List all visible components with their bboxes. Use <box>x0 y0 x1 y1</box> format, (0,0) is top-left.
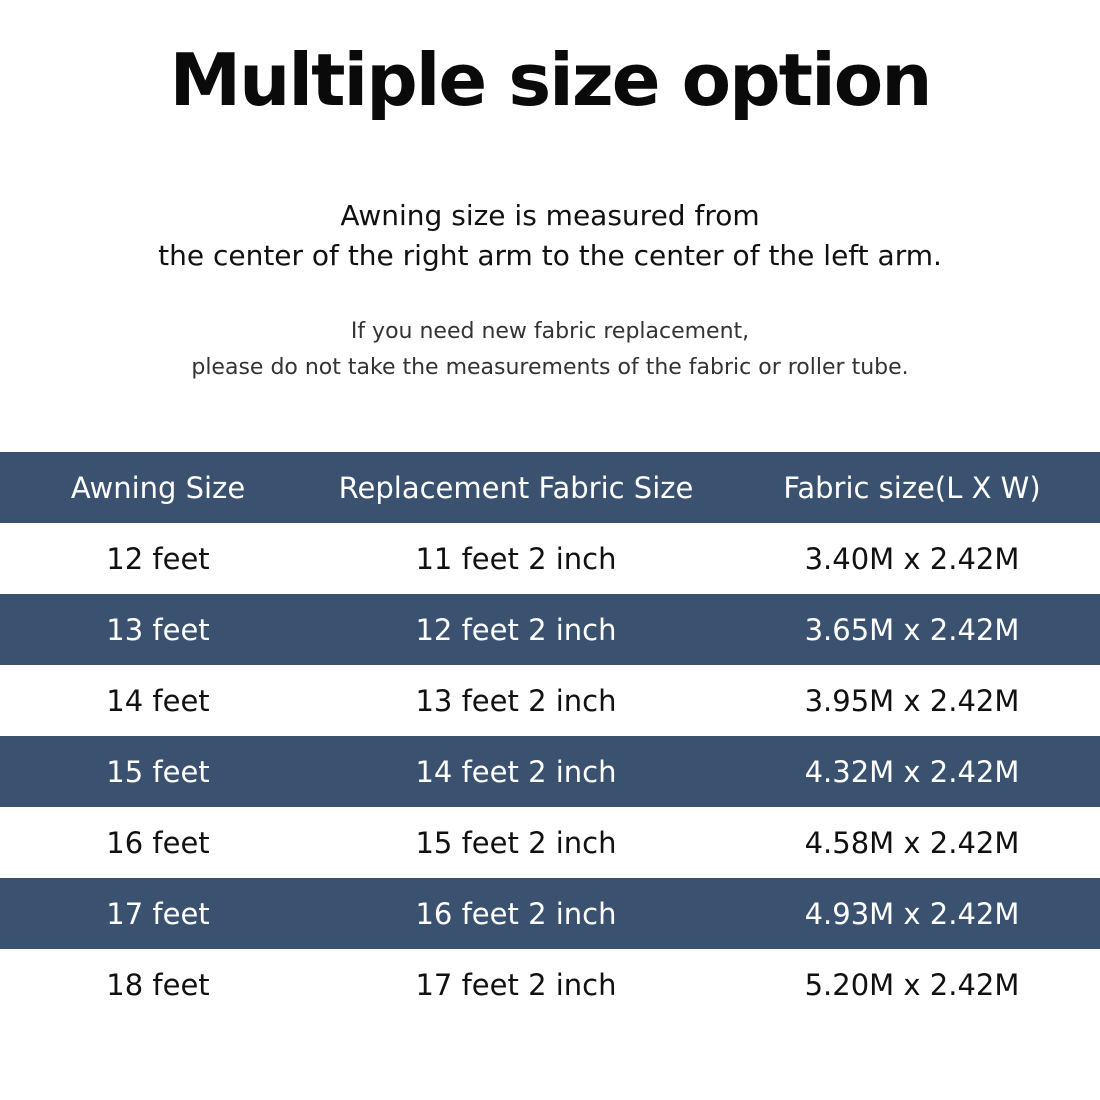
awning-size-cell: 14 feet <box>106 683 210 718</box>
fabric-size-cell: 3.40M x 2.42M <box>804 541 1020 576</box>
table-row: 16 feet 15 feet 2 inch 4.58M x 2.42M <box>0 807 1100 878</box>
subtitle-line-2: the center of the right arm to the cente… <box>158 239 942 272</box>
awning-size-cell: 17 feet <box>106 896 210 931</box>
fabric-size-cell: 4.58M x 2.42M <box>804 825 1020 860</box>
table-row: 17 feet 16 feet 2 inch 4.93M x 2.42M <box>0 878 1100 949</box>
table-row: 12 feet 11 feet 2 inch 3.40M x 2.42M <box>0 523 1100 594</box>
fabric-size-cell: 3.65M x 2.42M <box>804 612 1020 647</box>
page-title: Multiple size option <box>169 38 933 122</box>
fabric-size-cell: 5.20M x 2.42M <box>804 967 1020 1002</box>
subtitle-line-1: Awning size is measured from <box>340 199 760 232</box>
size-table: Awning Size Replacement Fabric Size Fabr… <box>0 452 1100 1020</box>
awning-size-cell: 16 feet <box>106 825 210 860</box>
fabric-size-cell: 3.95M x 2.42M <box>804 683 1020 718</box>
replacement-fabric-size-cell: 14 feet 2 inch <box>415 754 617 789</box>
note-line-2: please do not take the measurements of t… <box>191 355 909 380</box>
table-row: 15 feet 14 feet 2 inch 4.32M x 2.42M <box>0 736 1100 807</box>
header-replacement-fabric-size: Replacement Fabric Size <box>338 470 694 505</box>
replacement-fabric-size-cell: 16 feet 2 inch <box>415 896 617 931</box>
replacement-fabric-size-cell: 11 feet 2 inch <box>415 541 617 576</box>
replacement-fabric-size-cell: 15 feet 2 inch <box>415 825 617 860</box>
fabric-size-cell: 4.93M x 2.42M <box>804 896 1020 931</box>
table-row: 14 feet 13 feet 2 inch 3.95M x 2.42M <box>0 665 1100 736</box>
replacement-fabric-size-cell: 17 feet 2 inch <box>415 967 617 1002</box>
awning-size-cell: 12 feet <box>106 541 210 576</box>
replacement-fabric-size-cell: 13 feet 2 inch <box>415 683 617 718</box>
header-awning-size: Awning Size <box>70 470 246 505</box>
fabric-size-cell: 4.32M x 2.42M <box>804 754 1020 789</box>
table-header: Awning Size Replacement Fabric Size Fabr… <box>0 452 1100 523</box>
table-row: 18 feet 17 feet 2 inch 5.20M x 2.42M <box>0 949 1100 1020</box>
table-row: 13 feet 12 feet 2 inch 3.65M x 2.42M <box>0 594 1100 665</box>
header-fabric-size: Fabric size(L X W) <box>783 470 1041 505</box>
awning-size-cell: 15 feet <box>106 754 210 789</box>
awning-size-cell: 18 feet <box>106 967 210 1002</box>
note-line-1: If you need new fabric replacement, <box>350 319 750 344</box>
awning-size-cell: 13 feet <box>106 612 210 647</box>
replacement-fabric-size-cell: 12 feet 2 inch <box>415 612 617 647</box>
